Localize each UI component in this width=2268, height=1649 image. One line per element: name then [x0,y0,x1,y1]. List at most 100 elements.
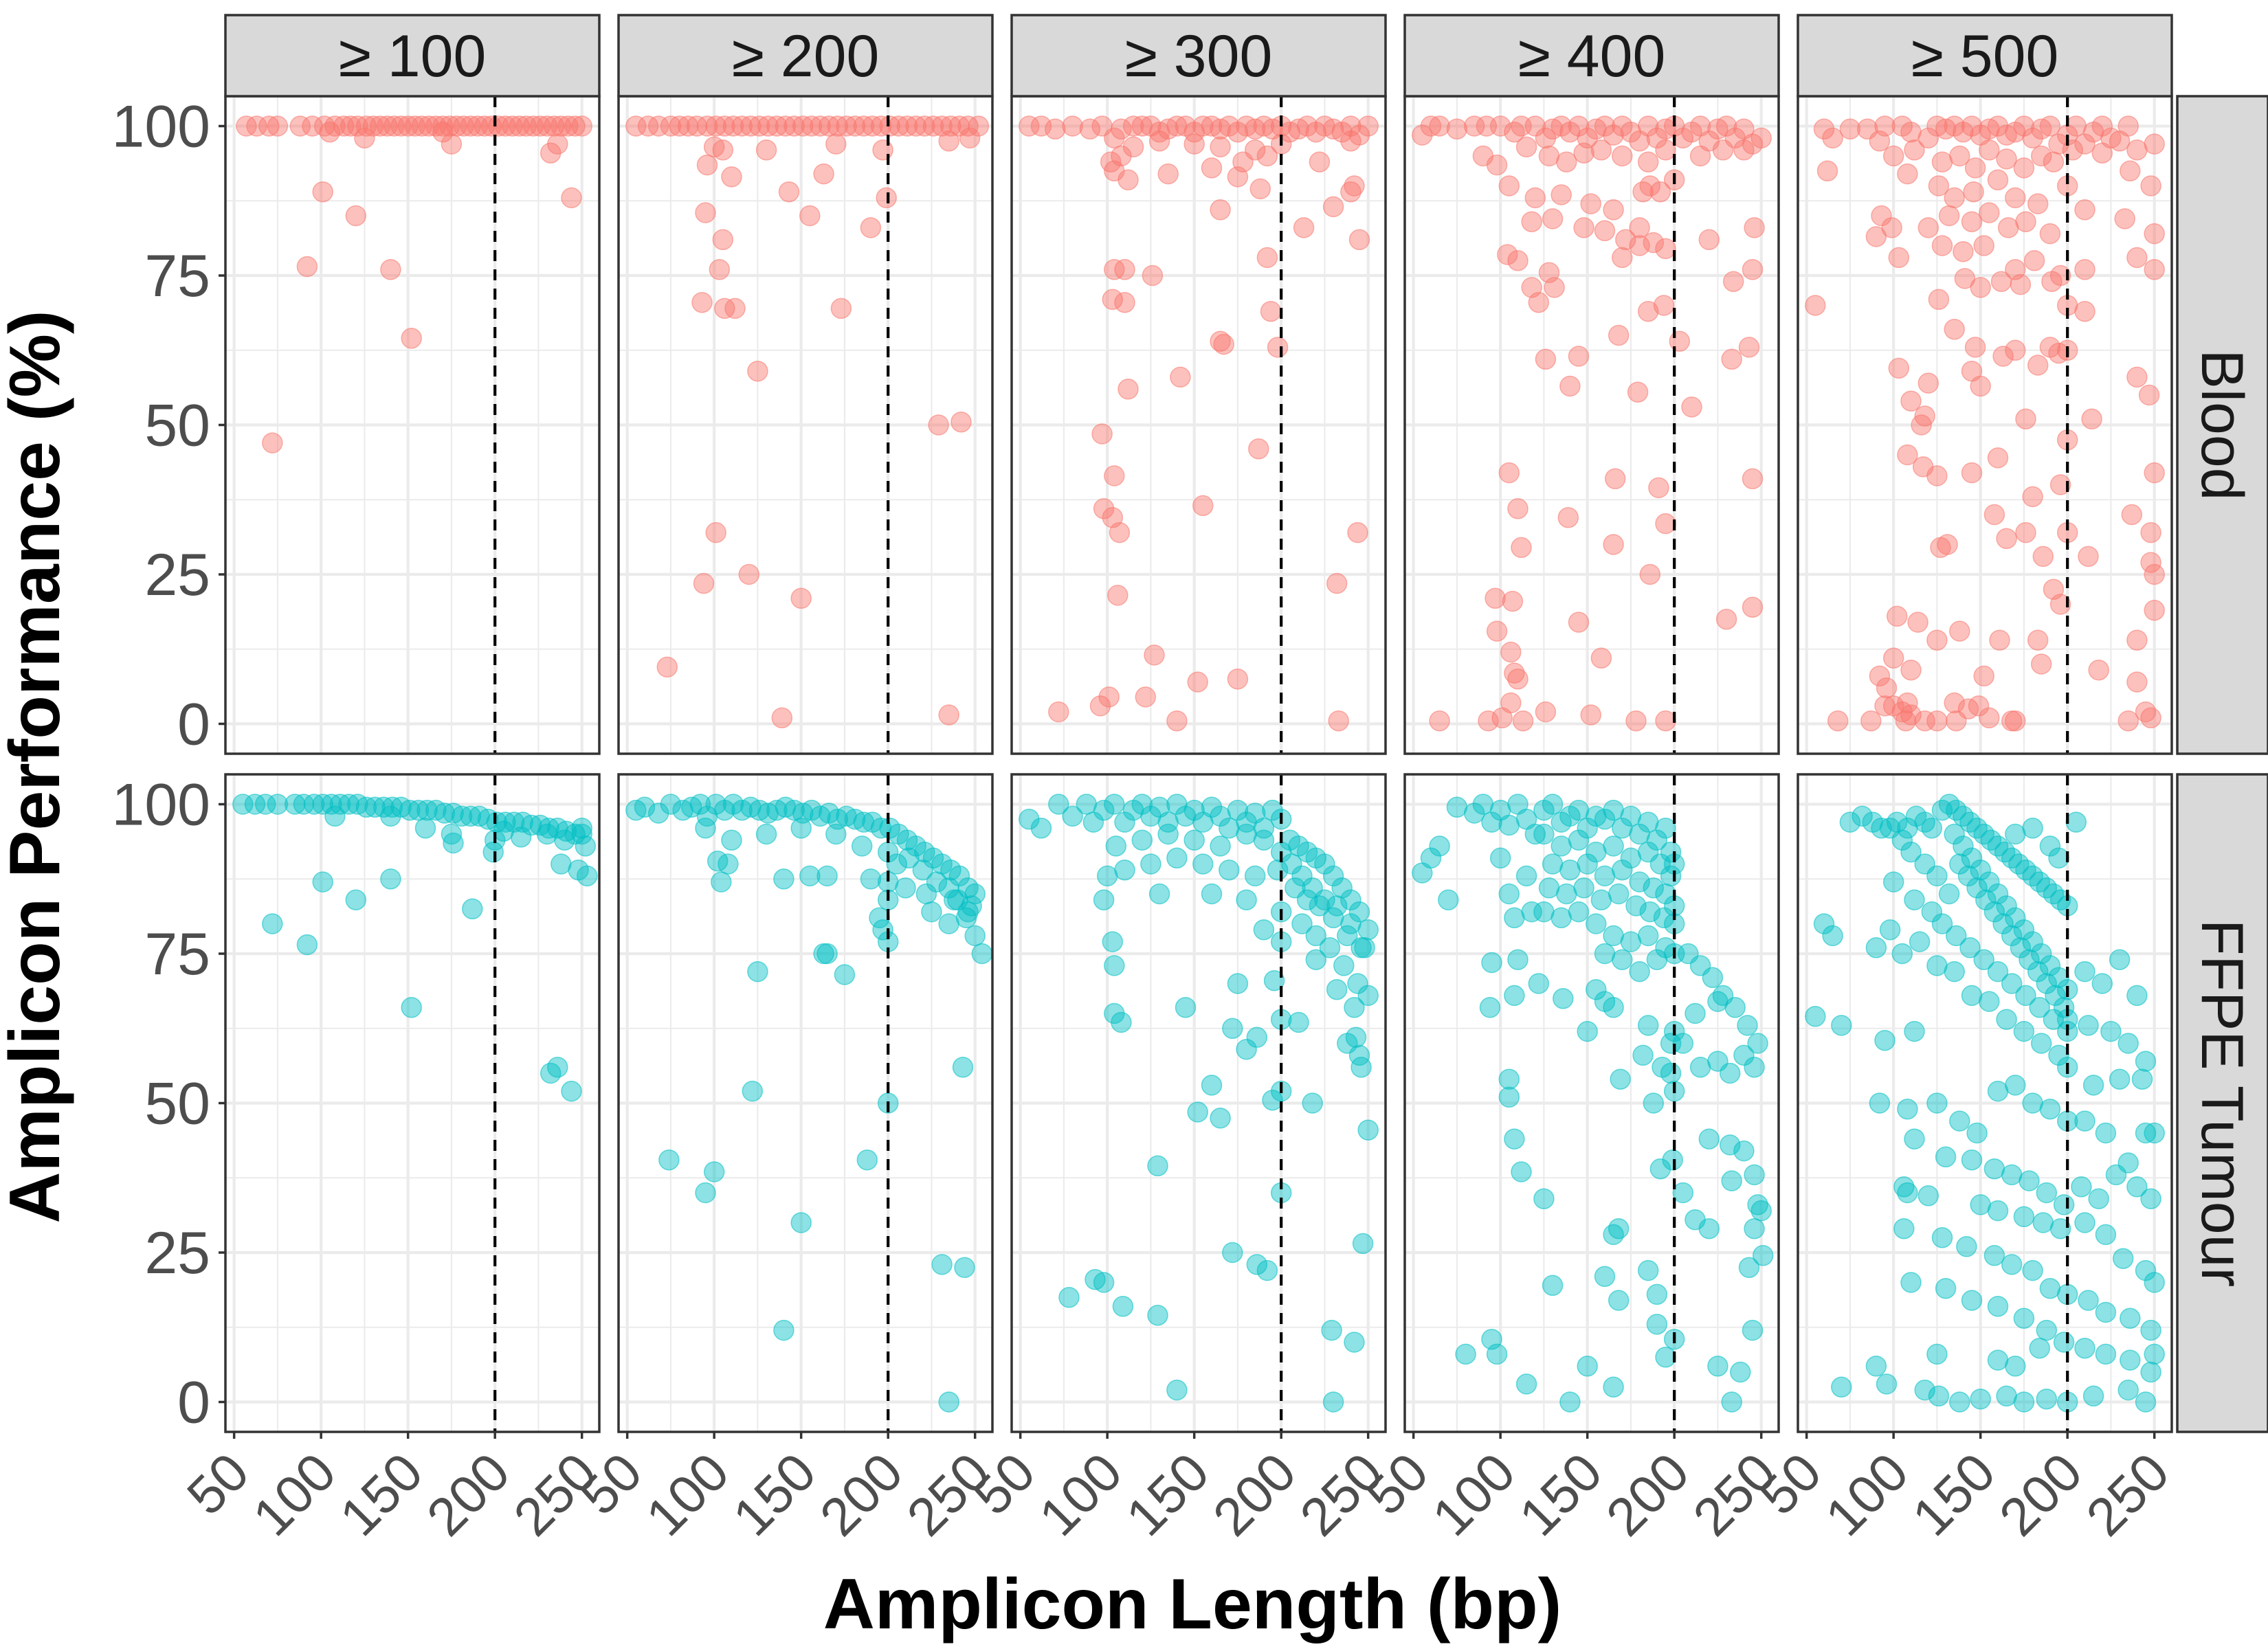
data-point [408,799,430,821]
data-point [1949,620,1970,642]
data-point [1990,271,2012,292]
points-group [625,115,990,729]
data-point [1973,665,1994,687]
y-tick-label: 0 [177,1370,210,1436]
data-point [1085,1268,1106,1290]
data-point [1938,883,1960,905]
data-point [1888,247,1910,269]
data-point [1114,291,1135,313]
data-point [1183,133,1205,155]
data-point [1568,346,1590,367]
data-point [1262,799,1283,821]
data-point [1752,1245,1774,1266]
data-point [660,115,682,137]
data-point [1507,498,1528,519]
data-point [1639,563,1661,585]
data-point [928,414,949,436]
data-point [1210,199,1231,221]
data-point [748,115,770,137]
strip-background [617,14,994,98]
data-point [1979,871,2000,893]
points-group [1805,115,2165,732]
data-point [1559,1391,1581,1413]
data-point [1928,175,1950,197]
data-point [2120,1308,2141,1329]
data-point [1603,997,1624,1018]
data-point [816,865,838,887]
data-point [1900,659,1922,681]
data-point [1712,139,1734,161]
data-point [1219,859,1240,881]
data-point [1045,118,1066,140]
data-point [267,115,289,137]
data-point [724,298,746,319]
data-point [2095,1122,2117,1144]
panel-ffpe-tumour-500 [1797,773,2173,1433]
data-point [2109,1068,2131,1090]
data-point [940,115,961,137]
data-point [1865,1356,1887,1377]
data-point [886,853,908,875]
data-point [1944,692,1965,714]
data-point [1946,925,1967,947]
data-point [1629,217,1650,238]
data-point [2048,847,2069,869]
data-point [1296,889,1318,910]
data-point [2126,985,2148,1007]
data-point [1048,794,1069,815]
data-point [757,115,779,137]
data-point [813,163,834,185]
data-point [2027,355,2049,376]
data-point [1322,1391,1344,1413]
data-point [1498,1068,1520,1090]
data-point [844,809,866,830]
data-point [1926,465,1948,486]
data-point [1288,1011,1309,1033]
panel-ffpe-tumour-400 [1403,773,1780,1433]
data-point [1608,883,1630,905]
data-point [482,841,504,863]
data-point [1987,835,2009,857]
data-point [1535,701,1557,723]
data-point [1344,175,1365,197]
data-point [1524,187,1546,209]
data-point [1337,1033,1358,1054]
data-point [1322,196,1344,218]
data-point [938,131,959,152]
data-point [1328,710,1349,732]
data-point [1288,118,1309,140]
data-point [1504,1128,1525,1149]
data-point [2005,339,2026,361]
data-point [1104,794,1125,815]
data-point [1248,438,1269,460]
data-point [1556,151,1577,172]
data-point [766,799,788,821]
data-point [1568,829,1590,851]
data-point [1603,124,1624,146]
data-point [2013,115,2035,137]
data-point [2135,1051,2157,1072]
data-point [1698,1218,1720,1239]
y-axis-title: Amplicon Performance (%) [0,310,75,1223]
y-tick-label: 50 [144,393,210,459]
data-point [836,115,857,137]
data-point [1166,710,1188,732]
data-point [1030,115,1052,137]
data-point [2140,175,2161,197]
data-point [347,115,368,137]
data-point [1871,205,1892,227]
data-point [1489,115,1511,137]
data-point [1926,865,1948,887]
data-point [691,291,713,313]
data-point [1949,1110,1970,1132]
data-point [401,997,422,1018]
data-point [1961,847,1983,869]
data-point [1612,949,1633,970]
data-point [1147,1155,1168,1177]
data-point [834,964,856,985]
data-point [1481,811,1502,833]
data-point [1937,534,1958,555]
data-point [1348,229,1370,251]
data-point [799,205,821,227]
data-point [2001,847,2023,869]
